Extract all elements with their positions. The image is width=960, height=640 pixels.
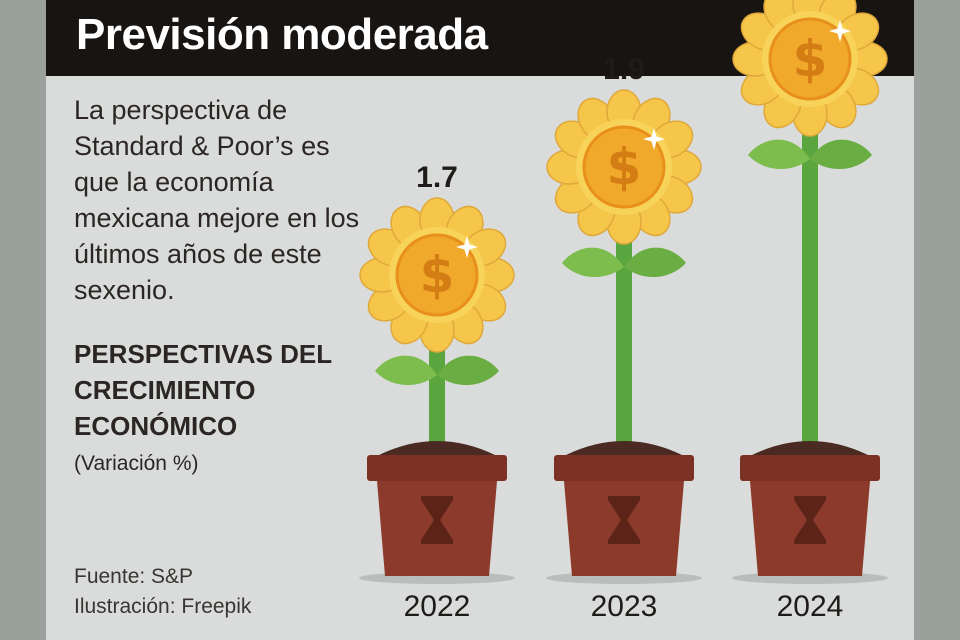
flower-growth-chart: $1.7 2022 $1.9 2023 $2.1%2024 [359,0,888,623]
coin-face [395,233,479,317]
source-text: Fuente: S&P [74,565,194,588]
leaf-left [748,139,810,170]
flower-bar-2023: $1.9 2023 [546,53,702,623]
leaf-right [624,247,686,278]
leaf-left [562,247,624,278]
dollar-sign-icon: $ [607,138,642,196]
chart-title: PERSPECTIVAS DEL CRECIMIENTO ECONÓMICO [74,339,332,441]
hourglass-icon [608,496,640,544]
soil [752,441,868,455]
infographic-panel: Previsión moderada La perspectiva de Sta… [46,0,914,640]
hourglass-icon [421,496,453,544]
dollar-sign-icon: $ [793,30,828,88]
illustration-credit: Ilustración: Freepik [74,595,252,618]
coin-face [582,125,666,209]
pot-rim [367,455,507,481]
flower-bar-2022: $1.7 2022 [359,161,515,623]
stem [802,99,818,455]
pot-rim [554,455,694,481]
year-label-2022: 2022 [404,590,471,623]
dollar-sign-icon: $ [420,246,455,304]
hourglass-icon [794,496,826,544]
coin-face [768,17,852,101]
pot-rim [740,455,880,481]
year-label-2024: 2024 [777,590,844,623]
leaf-right [810,139,872,170]
soil [566,441,682,455]
leaf-right [437,355,499,386]
year-label-2023: 2023 [591,590,658,623]
sparkle-icon [643,128,665,150]
page-title: Previsión moderada [76,10,488,59]
leaf-left [375,355,437,386]
chart-unit: (Variación %) [74,452,199,475]
soil [379,441,495,455]
sparkle-icon [456,236,478,258]
intro-text: La perspectiva de Standard & Poor’s es q… [74,95,360,305]
sparkle-icon [829,20,851,42]
source-block: Fuente: S&P Ilustración: Freepik [74,562,251,622]
value-label-2023: 1.9 [603,53,645,86]
value-label-2022: 1.7 [416,161,458,194]
flower-bar-2024: $2.1%2024 [732,0,888,623]
